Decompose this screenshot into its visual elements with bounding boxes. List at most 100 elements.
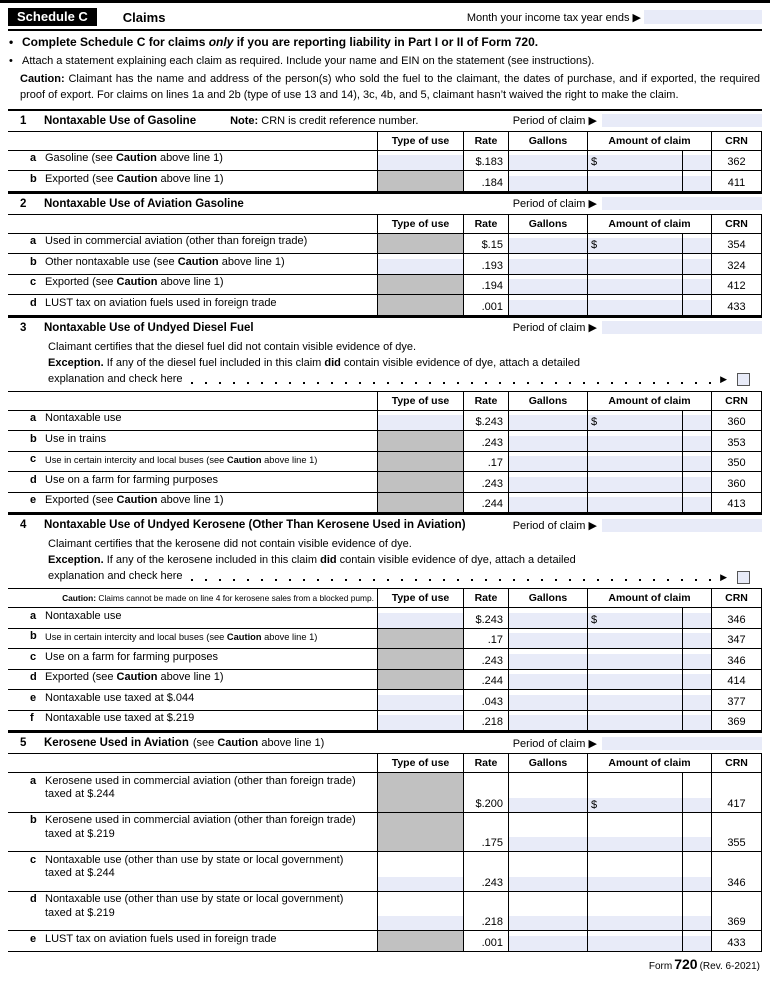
amount-cents-input[interactable]	[681, 273, 713, 296]
bullet-icon: •	[9, 54, 13, 67]
amount-cents-input[interactable]	[681, 648, 713, 670]
amount-cents-input[interactable]	[681, 170, 713, 192]
amount-input[interactable]	[586, 170, 683, 192]
amount-cents-input[interactable]	[681, 232, 713, 255]
type-of-use-input[interactable]	[376, 851, 464, 892]
field-fill	[587, 497, 682, 513]
amount-cents-input[interactable]	[681, 253, 713, 275]
amount-cents-input[interactable]	[681, 450, 713, 473]
gallons-input[interactable]	[507, 471, 588, 493]
gallons-input[interactable]	[507, 170, 588, 192]
amount-input[interactable]	[586, 253, 683, 275]
gallons-input[interactable]	[507, 450, 588, 473]
instruction-bullet-1: • Complete Schedule C for claims only if…	[8, 35, 762, 51]
amount-cents-input[interactable]	[681, 607, 713, 629]
period-of-claim-input[interactable]	[602, 321, 762, 335]
amount-input[interactable]	[586, 430, 683, 452]
row-label: a Nontaxable use	[8, 607, 378, 629]
gallons-input[interactable]	[507, 648, 588, 670]
type-of-use-input[interactable]	[376, 709, 464, 732]
type-of-use-input[interactable]	[376, 689, 464, 711]
amount-input[interactable]	[586, 811, 683, 853]
amount-cents-input[interactable]	[681, 491, 713, 514]
amount-cents-input[interactable]	[681, 811, 713, 853]
type-of-use-input[interactable]	[376, 409, 464, 432]
amount-input[interactable]	[586, 491, 683, 514]
amount-input[interactable]: $	[586, 149, 683, 172]
crn-value: 347	[711, 627, 762, 650]
amount-input[interactable]	[586, 648, 683, 670]
amount-cents-input[interactable]	[681, 471, 713, 493]
field-fill	[587, 175, 682, 191]
gallons-input[interactable]	[507, 709, 588, 732]
gallons-input[interactable]	[507, 627, 588, 650]
field-fill	[508, 633, 587, 649]
gallons-input[interactable]	[507, 930, 588, 952]
amount-input[interactable]	[586, 294, 683, 316]
amount-input[interactable]	[586, 668, 683, 691]
amount-cents-input[interactable]	[681, 668, 713, 691]
amount-input[interactable]	[586, 450, 683, 473]
amount-cents-input[interactable]	[681, 772, 713, 813]
type-of-use-input[interactable]	[376, 607, 464, 629]
crn-value: 377	[711, 689, 762, 711]
amount-input[interactable]: $	[586, 772, 683, 813]
gallons-input[interactable]	[507, 409, 588, 432]
amount-input[interactable]	[586, 930, 683, 952]
amount-input[interactable]	[586, 627, 683, 650]
period-of-claim-input[interactable]	[602, 114, 762, 128]
field-fill: $	[587, 797, 682, 812]
type-of-use-input[interactable]	[376, 890, 464, 932]
gallons-input[interactable]	[507, 607, 588, 629]
row-4b: b Use in certain intercity and local buse…	[8, 627, 762, 650]
gallons-input[interactable]	[507, 772, 588, 813]
amount-input[interactable]: $	[586, 607, 683, 629]
period-of-claim-input[interactable]	[602, 736, 762, 750]
row-label: f Nontaxable use taxed at $.219	[8, 709, 378, 732]
amount-cents-input[interactable]	[681, 930, 713, 952]
gallons-input[interactable]	[507, 491, 588, 514]
period-of-claim-input[interactable]	[602, 197, 762, 211]
amount-cents-input[interactable]	[681, 890, 713, 932]
col-type-of-use: Type of use	[376, 753, 464, 774]
amount-cents-input[interactable]	[681, 709, 713, 732]
dye-exception-checkbox[interactable]	[737, 570, 750, 584]
gallons-input[interactable]	[507, 232, 588, 255]
amount-input[interactable]	[586, 273, 683, 296]
month-tax-year-input[interactable]	[644, 10, 762, 24]
type-of-use-input[interactable]	[376, 149, 464, 172]
amount-cents-input[interactable]	[681, 294, 713, 316]
amount-input[interactable]	[586, 471, 683, 493]
gallons-input[interactable]	[507, 430, 588, 452]
amount-cents-input[interactable]	[681, 409, 713, 432]
gallons-input[interactable]	[507, 668, 588, 691]
gallons-input[interactable]	[507, 149, 588, 172]
amount-input[interactable]: $	[586, 409, 683, 432]
exception-text: Exception. If any of the diesel fuel inc…	[48, 356, 580, 369]
dotted-leader	[190, 579, 713, 582]
amount-input[interactable]: $	[586, 232, 683, 255]
instruction-bullet-2: • Attach a statement explaining each cla…	[8, 54, 762, 68]
amount-cents-input[interactable]	[681, 149, 713, 172]
gallons-input[interactable]	[507, 294, 588, 316]
amount-input[interactable]	[586, 709, 683, 732]
gallons-input[interactable]	[507, 890, 588, 932]
amount-cents-input[interactable]	[681, 627, 713, 650]
type-of-use-input[interactable]	[376, 253, 464, 275]
gallons-input[interactable]	[507, 811, 588, 853]
rate-value: .043	[462, 689, 509, 711]
amount-input[interactable]	[586, 890, 683, 932]
gallons-input[interactable]	[507, 689, 588, 711]
rate-value: $.243	[462, 409, 509, 432]
dye-exception-checkbox[interactable]	[737, 373, 750, 387]
amount-input[interactable]	[586, 689, 683, 711]
gallons-input[interactable]	[507, 273, 588, 296]
amount-cents-input[interactable]	[681, 430, 713, 452]
col-amount-of-claim: Amount of claim	[586, 753, 713, 774]
gallons-input[interactable]	[507, 851, 588, 892]
gallons-input[interactable]	[507, 253, 588, 275]
amount-cents-input[interactable]	[681, 689, 713, 711]
amount-input[interactable]	[586, 851, 683, 892]
period-of-claim-input[interactable]	[602, 518, 762, 532]
amount-cents-input[interactable]	[681, 851, 713, 892]
